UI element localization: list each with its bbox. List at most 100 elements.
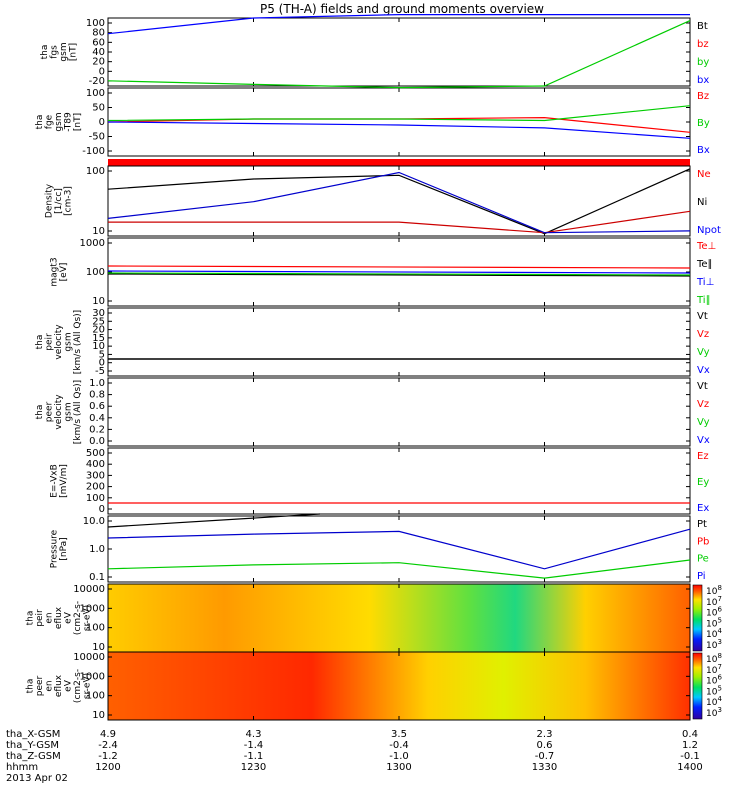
panel-frame <box>107 515 691 583</box>
y-tick-label: 10 <box>92 296 105 307</box>
y-tick-label: 100 <box>86 88 105 99</box>
orbit-value: -1.0 <box>389 751 409 762</box>
panel-9: 10810710610510410310000100010010thapeire… <box>26 583 722 653</box>
series-line-pi <box>107 528 691 570</box>
legend-label: Pb <box>697 536 709 547</box>
legend-label: Vy <box>697 347 710 358</box>
y-tick-label: 200 <box>86 482 105 493</box>
legend-label: Bt <box>697 21 708 32</box>
legend-label: Vx <box>697 435 710 446</box>
orbit-value: 1400 <box>677 762 702 773</box>
orbit-value: -1.1 <box>244 751 264 762</box>
legend-label: Bz <box>697 91 709 102</box>
series-line-ni <box>107 168 691 235</box>
panel-frame <box>107 447 691 515</box>
orbit-value: -0.7 <box>535 751 555 762</box>
panel-3: 100 10 Density[1/cc][cm-3] Ne Ni Npot <box>45 165 721 237</box>
colorbar <box>692 652 703 720</box>
pressure-line <box>107 513 321 528</box>
y-tick-label: 20 <box>92 57 105 68</box>
y-tick-label: 0 <box>99 358 105 369</box>
orbit-value: -0.4 <box>389 740 409 751</box>
y-tick-label: 100 <box>86 493 105 504</box>
panel-frame <box>107 165 691 237</box>
legend-label: Vz <box>697 399 709 410</box>
y-tick-label: 25 <box>92 316 105 327</box>
orbit-value: 3.5 <box>391 729 407 740</box>
panel-10: 10810710610510410310000100010010thapeere… <box>26 651 722 721</box>
orbit-value: 4.9 <box>100 729 116 740</box>
y-tick-label: 50 <box>92 103 105 114</box>
orbit-value: 0.6 <box>537 740 553 751</box>
y-tick-label: 5 <box>99 349 105 360</box>
legend-label: Ni <box>697 197 707 208</box>
orbit-value: -2.4 <box>98 740 118 751</box>
series-line-npot <box>107 171 691 234</box>
legend-label: Te∥ <box>696 259 713 270</box>
y-tick-label: 40 <box>92 47 105 58</box>
legend-label: Ti⊥ <box>696 277 714 288</box>
separator-bar <box>108 159 690 166</box>
y-tick-label: 10000 <box>73 652 105 663</box>
y-axis-label: thapeervelocitygsm[km/s (All Qs)] <box>35 380 83 444</box>
y-tick-label: 0.6 <box>89 401 105 412</box>
legend-label: Pt <box>697 519 707 530</box>
legend-label: Te⊥ <box>696 241 716 252</box>
orbit-row-label: tha_X-GSM <box>6 729 60 740</box>
y-tick-label: 500 <box>86 448 105 459</box>
legend-label: Vt <box>697 381 708 392</box>
y-tick-label: 1000 <box>80 603 105 614</box>
y-axis-label: E=-VxB[mV/m] <box>49 464 69 498</box>
y-axis-label: thapeerenefluxeV(cm2-s-sr-eV) <box>26 669 93 703</box>
y-tick-label: 0.4 <box>89 413 105 424</box>
orbit-value: -1.2 <box>98 751 118 762</box>
legend-label: Ez <box>697 451 709 462</box>
y-axis-label: thapeirvelocitygsm[km/s (All Qs)] <box>35 310 83 374</box>
y-tick-label: 0.2 <box>89 424 105 435</box>
panel-frame <box>107 17 691 87</box>
orbit-value: 1200 <box>95 762 120 773</box>
panel-frame <box>107 377 691 447</box>
y-tick-label: -20 <box>89 76 105 87</box>
colorbar <box>692 584 703 652</box>
y-tick-label: 1.0 <box>89 544 105 555</box>
panel-frame <box>107 87 691 157</box>
legend-label: bx <box>697 75 709 86</box>
legend-label: Vz <box>697 329 709 340</box>
legend-label: Bx <box>697 145 710 156</box>
orbit-value: 1230 <box>241 762 266 773</box>
y-axis-label: thafgegsm-T89[nT] <box>35 112 83 132</box>
y-tick-label: 100 <box>86 267 105 278</box>
y-tick-label: 1000 <box>80 671 105 682</box>
y-tick-label: 100 <box>86 691 105 702</box>
y-tick-label: 10000 <box>73 584 105 595</box>
legend-label: By <box>697 118 710 129</box>
spectrogram-2 <box>108 652 690 720</box>
orbit-value: 0.4 <box>682 729 698 740</box>
legend-label: Ne <box>697 169 711 180</box>
legend-label: Vy <box>697 417 710 428</box>
y-tick-label: -5 <box>95 366 105 377</box>
orbit-value: 1.2 <box>682 740 698 751</box>
y-tick-label: 20 <box>92 325 105 336</box>
legend-label: Vx <box>697 365 710 376</box>
legend-label: Ey <box>697 477 709 488</box>
y-axis-label: Pressure[nPa] <box>49 529 69 568</box>
series-line-by <box>107 20 691 89</box>
temperature-line <box>107 265 691 269</box>
y-axis-label: thafgsgsm[nT] <box>40 42 79 61</box>
orbit-value: 2.3 <box>537 729 553 740</box>
y-tick-label: 300 <box>86 470 105 481</box>
y-tick-label: 10 <box>92 642 105 653</box>
y-tick-label: 100 <box>86 18 105 29</box>
legend-label: Pi <box>697 571 706 582</box>
y-tick-label: 10.0 <box>83 516 105 527</box>
orbit-value: -0.1 <box>680 751 700 762</box>
spectrogram-1 <box>108 584 690 652</box>
legend-label: Ex <box>697 503 709 514</box>
series-line-pe <box>107 559 691 579</box>
legend-label: by <box>697 57 709 68</box>
y-tick-label: -50 <box>89 132 105 143</box>
y-tick-label: 0.8 <box>89 390 105 401</box>
